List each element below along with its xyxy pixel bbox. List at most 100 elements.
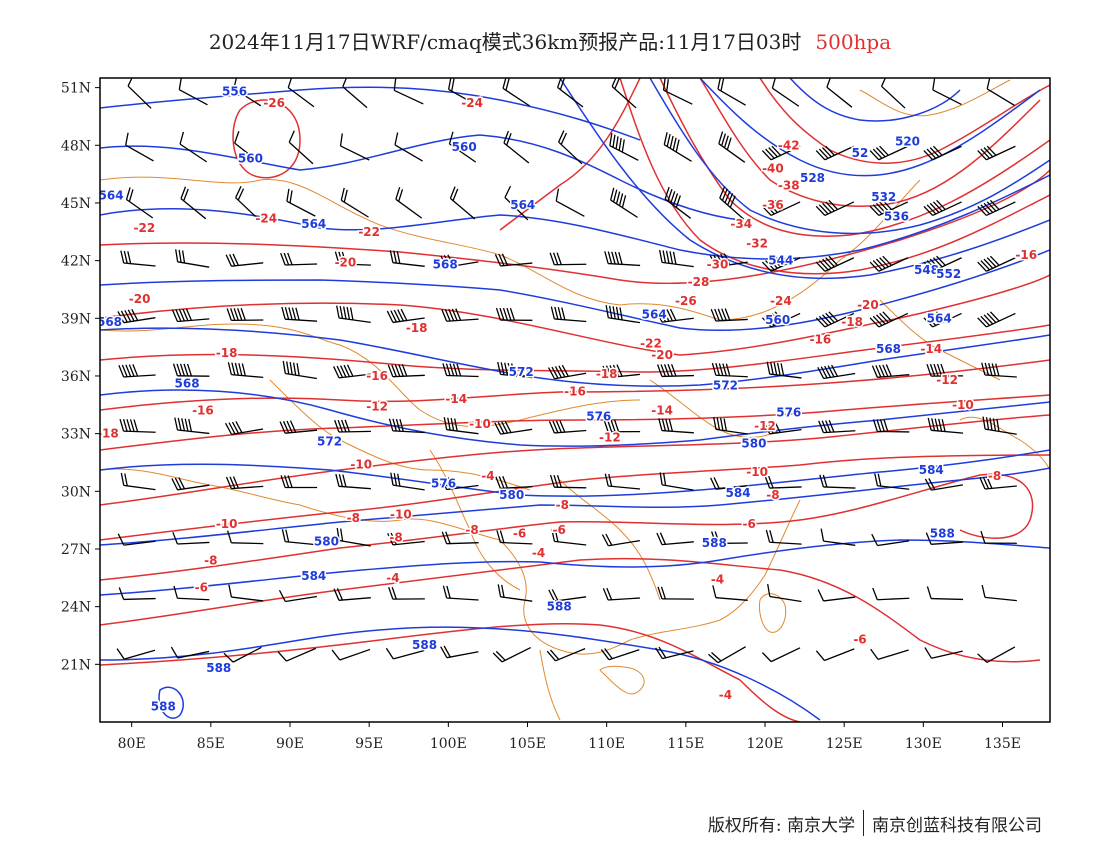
wind-barb	[932, 78, 962, 106]
contour-label: -10	[952, 398, 974, 412]
contour-label: 580	[499, 488, 524, 502]
map-title: 2024年11月17日WRF/cmaq模式36km预报产品:11月17日03时 5…	[0, 26, 1100, 55]
wind-barb	[819, 474, 856, 489]
wind-barb	[923, 199, 962, 217]
y-tick-label: 33N	[61, 427, 91, 443]
wind-barb	[125, 187, 154, 219]
contour-label: 532	[871, 190, 896, 204]
wind-barb	[602, 587, 641, 601]
contour-label: 548	[914, 263, 939, 277]
wind-barb	[495, 475, 533, 490]
wind-barb	[764, 475, 802, 489]
wind-barb	[336, 305, 371, 324]
footer-credit: 版权所有: 南京大学 南京创蓝科技有限公司	[708, 810, 1042, 836]
contour-label: -16	[1015, 248, 1037, 262]
wind-barb	[388, 586, 425, 600]
wind-barb	[279, 420, 318, 434]
contour-label: 568	[433, 257, 458, 271]
wind-barb	[226, 308, 264, 322]
contour-label: 560	[452, 140, 477, 154]
x-tick-label: 135E	[984, 736, 1021, 752]
wind-barb	[340, 187, 369, 218]
wind-barb	[442, 363, 479, 378]
contour-label: -42	[778, 138, 800, 152]
contour-label: -40	[762, 161, 784, 175]
contour-label: -16	[192, 404, 214, 418]
wind-barb	[179, 131, 208, 163]
wind-barb	[387, 364, 425, 378]
wind-barb	[494, 253, 533, 267]
wind-barb	[872, 587, 910, 601]
wind-barb	[388, 418, 425, 434]
contour-label: -30	[707, 257, 729, 271]
contour-label: 560	[238, 152, 263, 166]
wind-barb	[664, 186, 692, 219]
wind-barb	[228, 584, 264, 602]
contour-label: -38	[778, 179, 800, 193]
wind-barb	[872, 419, 910, 433]
y-tick-label: 30N	[61, 484, 91, 500]
contour-label: -6	[513, 527, 526, 541]
wind-barb	[389, 250, 425, 267]
wind-barb	[286, 188, 316, 217]
wind-barb	[924, 478, 963, 491]
wind-barb	[708, 646, 747, 664]
wind-barb	[117, 308, 156, 324]
wind-barb	[663, 132, 692, 162]
wind-barb	[817, 589, 856, 602]
wind-barb	[504, 185, 529, 221]
wind-barb	[817, 364, 856, 380]
contour-label: 536	[884, 209, 909, 223]
wind-barb	[923, 145, 962, 161]
contour-label: -8	[204, 554, 217, 568]
wind-barb	[335, 473, 371, 490]
contour-label: -32	[746, 236, 768, 250]
wind-barb	[820, 528, 856, 546]
wind-barb	[120, 250, 156, 267]
wind-barb	[172, 531, 210, 545]
wind-barb	[225, 421, 264, 436]
wind-barb	[977, 646, 1016, 663]
wind-barb	[815, 199, 855, 217]
wind-barb	[925, 532, 964, 545]
wind-barb	[982, 416, 1017, 435]
x-tick-label: 105E	[509, 736, 546, 752]
wind-barb	[815, 311, 855, 328]
wind-barb	[869, 199, 909, 217]
contour-label: 552	[936, 267, 961, 281]
wind-barb	[117, 533, 156, 546]
contour-label: -10	[746, 465, 768, 479]
wind-barb	[766, 361, 802, 379]
wind-barb	[549, 252, 587, 266]
contour-label: 572	[713, 379, 738, 393]
wind-barb	[178, 78, 208, 106]
wind-barb	[125, 132, 154, 162]
contour-label: -16	[564, 384, 586, 398]
wind-barb	[657, 586, 694, 600]
contour-label: -8	[389, 530, 402, 544]
wind-barb	[600, 648, 640, 661]
contour-label: 572	[509, 365, 534, 379]
wind-barb	[171, 308, 210, 323]
wind-barb	[127, 78, 152, 109]
wind-barb	[336, 527, 371, 547]
contour-label: 564	[927, 311, 952, 325]
wind-barb	[339, 133, 370, 161]
wind-barb	[923, 311, 962, 328]
wind-barb	[440, 476, 479, 491]
wind-barb	[870, 648, 909, 661]
wind-barb	[503, 130, 530, 164]
contour-label: -4	[711, 573, 724, 587]
contour-label: 52	[852, 146, 869, 160]
wind-barb	[548, 420, 587, 434]
wind-barb	[547, 364, 587, 380]
wind-barb	[610, 187, 638, 218]
x-tick-label: 120E	[747, 736, 784, 752]
wind-barb	[927, 417, 964, 434]
wind-barb	[981, 584, 1017, 602]
contour-label: 556	[222, 84, 247, 98]
wind-barb	[719, 186, 745, 220]
wind-barb	[441, 308, 479, 322]
wind-barb	[656, 363, 694, 378]
